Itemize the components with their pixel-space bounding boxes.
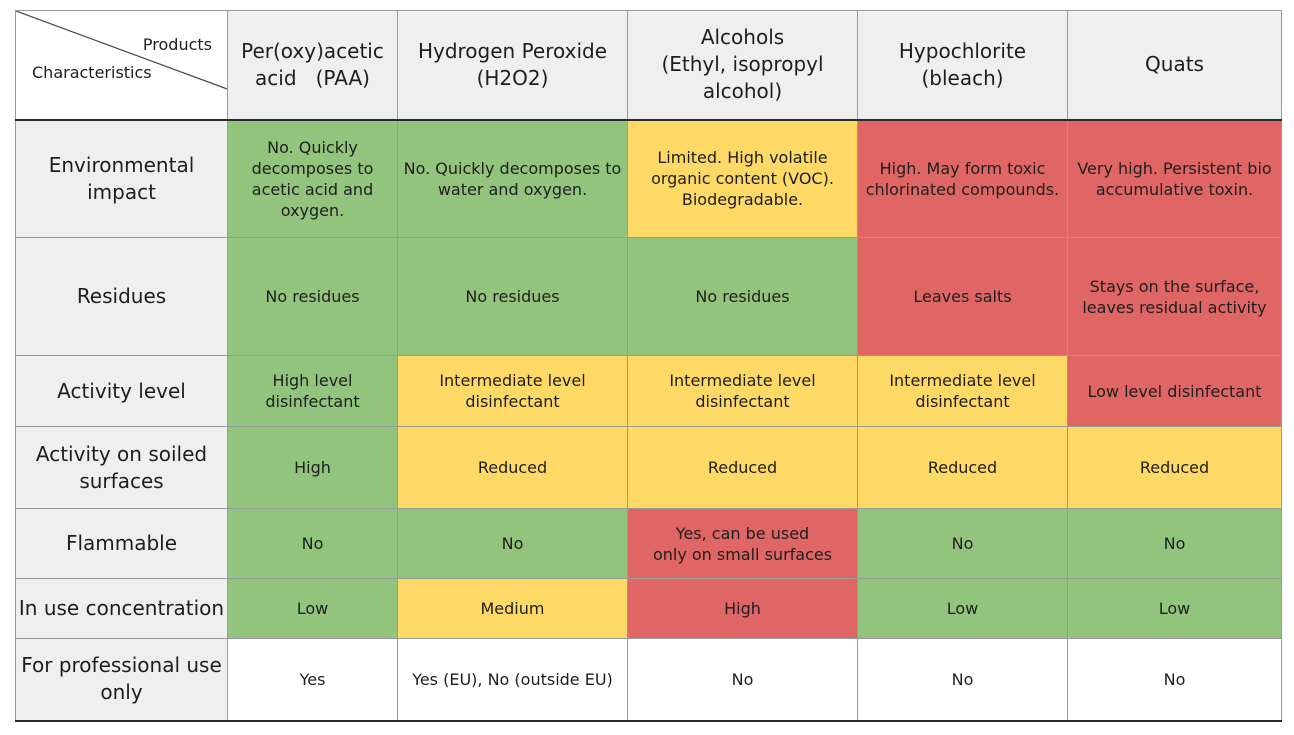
- rating-cell: No: [1067, 508, 1282, 579]
- rating-cell: No: [857, 638, 1068, 722]
- diagonal-divider: [16, 11, 227, 90]
- rating-cell: No: [1067, 638, 1282, 722]
- rating-cell: No residues: [227, 237, 398, 356]
- rating-cell: Very high. Persistent bio accumulative to…: [1067, 119, 1282, 238]
- rating-cell: Reduced: [397, 426, 628, 509]
- row-label-environmental-impact: Environmental impact: [15, 119, 228, 238]
- product-header-alcohols: Alcohols (Ethyl, isopropyl alcohol): [627, 10, 858, 121]
- rating-cell: Low level disinfectant: [1067, 355, 1282, 427]
- rating-cell: Medium: [397, 578, 628, 639]
- rating-cell: No: [397, 508, 628, 579]
- rating-cell: Intermediate level disinfectant: [397, 355, 628, 427]
- rating-cell: Low: [1067, 578, 1282, 639]
- rating-cell: No residues: [397, 237, 628, 356]
- row-residues: Residues No residues No residues No residue…: [15, 237, 1282, 356]
- rating-cell: Reduced: [857, 426, 1068, 509]
- product-header-quats: Quats: [1067, 10, 1282, 121]
- rating-cell: Intermediate level disinfectant: [857, 355, 1068, 427]
- corner-header-cell: Products Characteristics: [15, 10, 228, 121]
- row-flammable: Flammable No No Yes, can be used only on sma…: [15, 508, 1282, 579]
- row-activity-on-soiled-surfaces: Activity on soiled surfaces High Reduced Red…: [15, 426, 1282, 509]
- rating-cell: No. Quickly decomposes to water and oxyge…: [397, 119, 628, 238]
- rating-cell: Low: [227, 578, 398, 639]
- rating-cell: Yes (EU), No (outside EU): [397, 638, 628, 722]
- rating-cell: High. May form toxic chlorinated compound…: [857, 119, 1068, 238]
- row-environmental-impact: Environmental impact No. Quickly decomposes…: [15, 119, 1282, 238]
- rating-cell: No: [857, 508, 1068, 579]
- row-label-activity-level: Activity level: [15, 355, 228, 427]
- rating-cell: Reduced: [1067, 426, 1282, 509]
- row-label-in-use-concentration: In use concentration: [15, 578, 228, 639]
- rating-cell: No residues: [627, 237, 858, 356]
- rating-cell: High: [227, 426, 398, 509]
- row-activity-level: Activity level High level disinfectant Inte…: [15, 355, 1282, 427]
- row-professional-use-only: For professional use only Yes Yes (EU), No …: [15, 638, 1282, 722]
- rating-cell: Yes, can be used only on small surfaces: [627, 508, 858, 579]
- corner-characteristics-label: Characteristics: [32, 63, 152, 82]
- rating-cell: Reduced: [627, 426, 858, 509]
- rating-cell: Yes: [227, 638, 398, 722]
- row-label-flammable: Flammable: [15, 508, 228, 579]
- row-label-professional-use-only: For professional use only: [15, 638, 228, 722]
- row-in-use-concentration: In use concentration Low Medium High Low Low: [15, 578, 1282, 639]
- rating-cell: No. Quickly decomposes to acetic acid and o…: [227, 119, 398, 238]
- product-header-hypochlorite: Hypochlorite (bleach): [857, 10, 1068, 121]
- rating-cell: Low: [857, 578, 1068, 639]
- row-label-residues: Residues: [15, 237, 228, 356]
- rating-cell: No: [627, 638, 858, 722]
- rating-cell: Limited. High volatile organic content (V…: [627, 119, 858, 238]
- header-row: Products Characteristics Per(oxy)acetic …: [15, 10, 1282, 121]
- rating-cell: High: [627, 578, 858, 639]
- product-header-paa: Per(oxy)acetic acid (PAA): [227, 10, 398, 121]
- rating-cell: High level disinfectant: [227, 355, 398, 427]
- product-header-h2o2: Hydrogen Peroxide (H2O2): [397, 10, 628, 121]
- rating-cell: Leaves salts: [857, 237, 1068, 356]
- rating-cell: Stays on the surface, leaves residual act…: [1067, 237, 1282, 356]
- row-label-activity-on-soiled-surfaces: Activity on soiled surfaces: [15, 426, 228, 509]
- corner-products-label: Products: [142, 35, 212, 54]
- rating-cell: No: [227, 508, 398, 579]
- disinfectant-comparison-table: Products Characteristics Per(oxy)acetic …: [15, 10, 1282, 722]
- rating-cell: Intermediate level disinfectant: [627, 355, 858, 427]
